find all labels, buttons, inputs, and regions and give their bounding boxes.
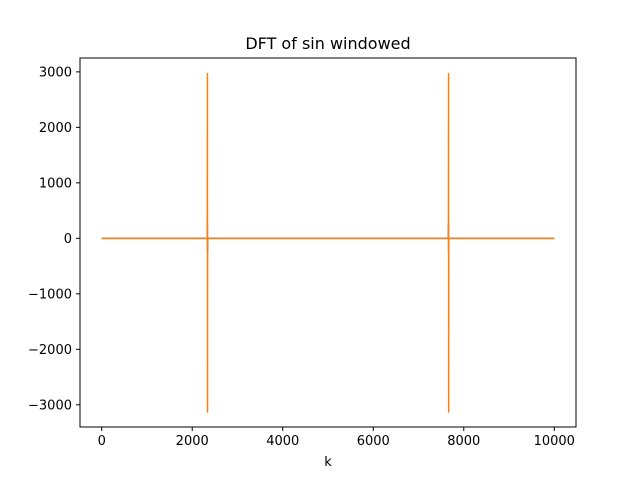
y-tick-label: 1000 bbox=[39, 176, 72, 191]
x-tick-label: 4000 bbox=[266, 434, 299, 449]
y-tick-label: 0 bbox=[64, 232, 72, 247]
y-tick-label: 2000 bbox=[39, 121, 72, 136]
chart-title: DFT of sin windowed bbox=[245, 34, 410, 53]
y-tick-label: −1000 bbox=[28, 287, 72, 302]
x-axis-label: k bbox=[324, 455, 332, 470]
y-tick-label: −2000 bbox=[28, 343, 72, 358]
y-tick-label: −3000 bbox=[28, 398, 72, 413]
x-tick-label: 6000 bbox=[357, 434, 390, 449]
series-line-2 bbox=[101, 72, 555, 413]
x-tick-label: 10000 bbox=[534, 434, 575, 449]
axes-frame bbox=[79, 57, 577, 428]
y-axis: −3000 −2000 −1000 0 1000 2000 3000 bbox=[28, 65, 80, 413]
x-tick-label: 0 bbox=[98, 434, 106, 449]
x-tick-label: 2000 bbox=[176, 434, 209, 449]
x-axis: 0 2000 4000 6000 8000 10000 bbox=[98, 427, 575, 449]
y-tick-label: 3000 bbox=[39, 65, 72, 80]
x-tick-label: 8000 bbox=[447, 434, 480, 449]
plot-area bbox=[101, 72, 555, 413]
